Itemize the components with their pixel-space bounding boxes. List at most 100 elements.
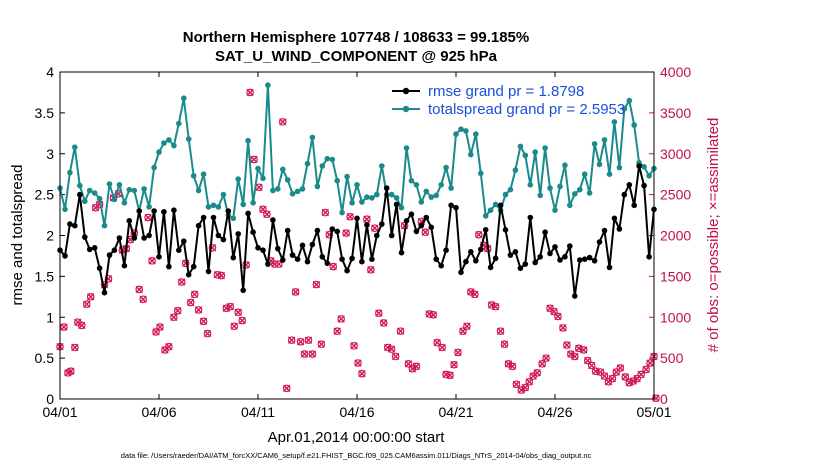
totalspread-point [433, 192, 440, 199]
totalspread-point [567, 202, 573, 209]
obs-assimilated-point [222, 304, 231, 312]
y2-tick-label: 2500 [660, 187, 691, 203]
y2-tick-label: 1500 [660, 268, 691, 284]
totalspread-point [126, 186, 133, 193]
obs-possible-point [616, 364, 625, 372]
rmse-point [106, 252, 113, 258]
totalspread-point [374, 191, 380, 198]
totalspread-point [359, 199, 365, 205]
rmse-point [532, 259, 538, 266]
totalspread-point [398, 204, 405, 211]
obs-possible-point [563, 341, 571, 349]
obs-assimilated-point [559, 324, 567, 332]
totalspread-point [91, 190, 98, 196]
obs-possible-point [408, 364, 417, 373]
obs-possible-point [429, 310, 438, 319]
totalspread-point [581, 171, 588, 177]
totalspread-point [487, 207, 494, 213]
rmse-point [265, 261, 271, 267]
obs-possible-point [517, 386, 526, 394]
obs-assimilated-point [67, 367, 75, 375]
totalspread-point [156, 149, 162, 155]
obs-possible-point [542, 354, 550, 362]
totalspread-point [230, 215, 237, 222]
totalspread-point [294, 188, 301, 195]
legend-label-spread: totalspread grand pr = 2.5953 [428, 101, 625, 118]
obs-assimilated-point [542, 354, 550, 362]
totalspread-point [205, 204, 212, 210]
obs-assimilated-point [329, 262, 337, 271]
obs-assimilated-point [83, 300, 91, 308]
obs-assimilated-point [190, 290, 199, 299]
obs-possible-point [587, 361, 596, 370]
totalspread-point [492, 201, 499, 208]
obs-possible-point [554, 312, 562, 321]
obs-assimilated-point [321, 208, 330, 217]
obs-assimilated-point [512, 380, 521, 388]
rmse-point [473, 258, 479, 264]
obs-assimilated-point [454, 348, 462, 357]
obs-assimilated-point [408, 365, 417, 373]
obs-assimilated-point [230, 322, 238, 330]
y-tick-label: 3 [46, 146, 54, 162]
totalspread-point [210, 202, 217, 209]
totalspread-point [502, 191, 509, 198]
rmse-point [205, 268, 212, 275]
obs-possible-point [317, 340, 326, 349]
totalspread-point [200, 171, 207, 177]
obs-possible-point [467, 288, 475, 296]
plot-area: 04/01 04/06 04/11 04/16 04/21 04/26 05/0100.51… [35, 64, 692, 420]
rmse-point [195, 222, 202, 229]
obs-assimilated-point [600, 372, 609, 380]
y2-axis-label: # of obs: o=possible; ×=assimilated [705, 118, 722, 353]
obs-assimilated-point [308, 350, 317, 358]
obs-assimilated-point [496, 327, 505, 335]
obs-assimilated-point [508, 362, 517, 370]
rmse-point [542, 229, 548, 235]
obs-possible-point [404, 360, 413, 368]
rmse-point [418, 222, 425, 229]
obs-assimilated-point [487, 301, 496, 309]
obs-assimilated-point [504, 360, 513, 368]
rmse-point [601, 227, 608, 234]
rmse-point [507, 252, 514, 258]
obs-possible-point [152, 328, 160, 336]
rmse-point [121, 262, 128, 269]
obs-assimilated-point [203, 329, 212, 338]
obs-possible-point [170, 313, 178, 322]
y2-tick-label: 1000 [660, 309, 691, 325]
obs-assimilated-point [616, 364, 625, 372]
rmse-point [403, 218, 410, 224]
obs-possible-point [177, 278, 186, 286]
obs-assimilated-point [217, 271, 226, 280]
rmse-point [230, 254, 237, 261]
obs-possible-point [579, 346, 588, 354]
obs-assimilated-point [312, 280, 321, 289]
obs-possible-point [533, 369, 541, 377]
totalspread-point [537, 192, 543, 199]
rmse-point [591, 258, 598, 264]
obs-assimilated-point [450, 360, 458, 369]
obs-assimilated-point [587, 361, 596, 370]
obs-assimilated-point [463, 322, 471, 330]
obs-possible-point [312, 280, 321, 289]
obs-possible-point [433, 338, 441, 347]
obs-possible-point [259, 205, 267, 214]
totalspread-point [507, 186, 514, 193]
x-tick-label: 04/06 [141, 404, 176, 420]
rmse-point [72, 222, 78, 229]
totalspread-point [408, 177, 415, 184]
obs-possible-point [238, 316, 246, 325]
obs-possible-point [308, 350, 317, 358]
rmse-point [116, 235, 123, 241]
totalspread-point [438, 182, 445, 188]
obs-possible-point [504, 360, 513, 368]
legend-label-rmse: rmse grand pr = 1.8798 [428, 83, 584, 100]
totalspread-point [190, 173, 197, 179]
obs-assimilated-point [580, 346, 588, 354]
obs-possible-point [525, 378, 534, 386]
obs-assimilated-point [246, 88, 254, 97]
rmse-point [299, 242, 306, 249]
obs-possible-point [637, 370, 645, 379]
totalspread-point [314, 183, 321, 190]
